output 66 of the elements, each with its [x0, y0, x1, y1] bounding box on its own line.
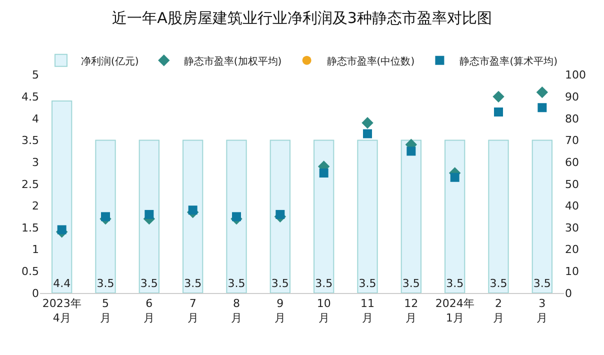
legend-label: 静态市盈率(加权平均) [184, 55, 282, 68]
point [232, 212, 241, 222]
data-label: 3.5 [402, 277, 420, 290]
y-tick-label: 2.5 [22, 178, 39, 191]
y2-tick-label: 90 [565, 90, 579, 104]
y2-tick-label: 70 [565, 134, 579, 148]
point [319, 168, 328, 178]
y2-tick-label: 60 [565, 156, 579, 169]
legend-label: 静态市盈率(中位数) [326, 55, 415, 68]
y-tick-label: 2 [32, 200, 39, 213]
x-tick-label: 2024年 1月 [435, 297, 474, 324]
y2-tick-label: 100 [565, 68, 586, 82]
y-tick-label: 4.5 [22, 90, 39, 104]
legend-label: 静态市盈率(算术平均) [460, 55, 558, 68]
point [538, 103, 547, 112]
y-tick-label: 5 [32, 68, 39, 82]
point [492, 90, 504, 103]
y2-tick-label: 0 [565, 286, 572, 300]
y2-tick-label: 80 [565, 112, 579, 126]
point [188, 206, 198, 215]
point [57, 225, 66, 234]
point [362, 116, 374, 129]
y2-tick-label: 40 [565, 200, 579, 213]
data-label: 3.5 [228, 277, 246, 290]
legend-label: 净利润(亿元) [81, 55, 139, 68]
y2-tick-label: 50 [565, 178, 579, 191]
point [144, 210, 154, 219]
x-tick-label: 12 月 [404, 297, 418, 324]
point [276, 210, 285, 219]
y-tick-label: 3 [32, 156, 39, 169]
y-tick-label: 3.5 [22, 134, 39, 148]
data-label: 3.5 [96, 277, 114, 290]
point [536, 86, 548, 98]
data-label: 3.5 [446, 277, 464, 290]
x-tick-label: 8 月 [231, 297, 242, 324]
y-tick-label: 0.5 [22, 265, 39, 278]
y-tick-label: 0 [32, 286, 39, 300]
data-label: 3.5 [271, 277, 289, 290]
x-tick-label: 7 月 [187, 297, 198, 324]
data-label: 4.4 [53, 277, 71, 290]
y-tick-label: 4 [32, 112, 39, 126]
data-label: 3.5 [184, 277, 202, 290]
point [406, 146, 416, 156]
x-tick-label: 2 月 [493, 297, 504, 324]
chart-title: 近一年A股房屋建筑业行业净利润及3种静态市盈率对比图 [112, 8, 492, 27]
y2-tick-label: 10 [565, 265, 579, 278]
x-tick-label: 2023年 4月 [42, 297, 82, 324]
x-tick-label: 3 月 [536, 297, 548, 324]
data-label: 3.5 [140, 277, 158, 290]
data-label: 3.5 [533, 277, 551, 290]
x-tick-label: 6 月 [144, 297, 155, 324]
x-tick-label: 9 月 [274, 297, 286, 324]
point [363, 129, 372, 138]
y-tick-label: 1.5 [22, 221, 39, 234]
x-tick-label: 5 月 [100, 297, 111, 324]
x-tick-label: 10 月 [316, 297, 331, 324]
point [494, 107, 503, 116]
data-label: 3.5 [315, 277, 333, 290]
data-label: 3.5 [490, 277, 508, 290]
y2-tick-label: 30 [565, 221, 579, 234]
point [101, 212, 110, 222]
y-tick-label: 1 [32, 243, 39, 256]
point [450, 172, 460, 182]
x-tick-label: 11 月 [360, 297, 374, 324]
data-label: 3.5 [358, 277, 376, 290]
y2-tick-label: 20 [565, 243, 579, 256]
